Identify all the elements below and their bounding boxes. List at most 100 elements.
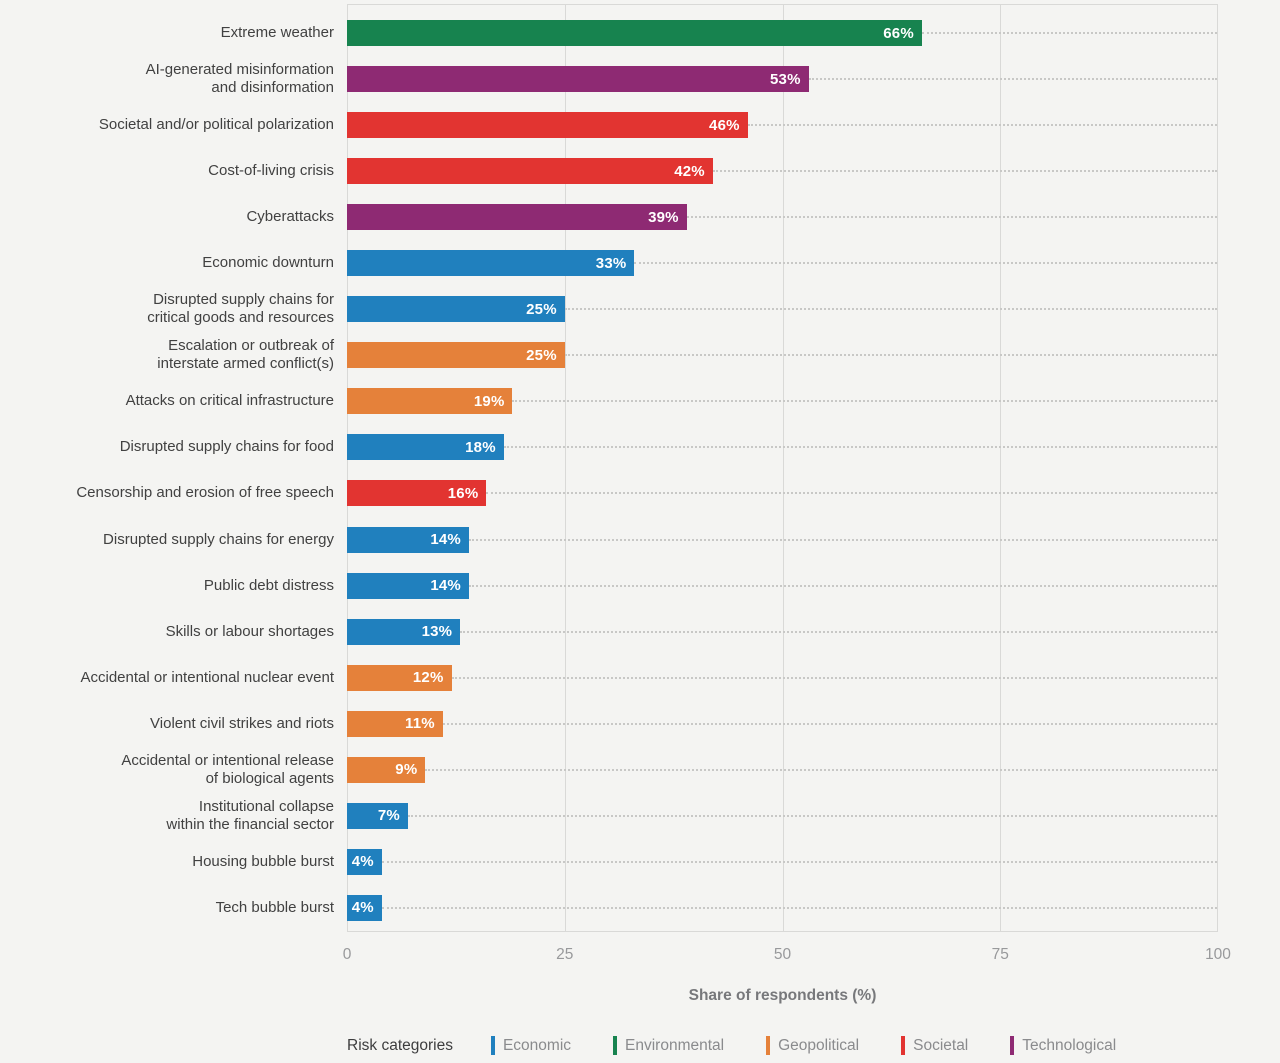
leader-line xyxy=(407,814,1217,817)
leader-line xyxy=(564,308,1217,311)
bar-label: Societal and/or political polarization xyxy=(98,116,334,134)
bar-track: 14% xyxy=(347,563,1218,609)
leader-line xyxy=(712,170,1217,173)
bar-economic: 33% xyxy=(347,250,635,277)
bar-row: Skills or labour shortages 13% xyxy=(0,609,1218,655)
bar-track: 18% xyxy=(347,424,1218,470)
legend-color-marker xyxy=(1010,1036,1015,1055)
bar-row: Accidental or intentional nuclear event … xyxy=(0,655,1218,701)
bar-track: 46% xyxy=(347,102,1218,148)
bar-label: Skills or labour shortages xyxy=(165,622,334,640)
bar-track: 19% xyxy=(347,378,1218,424)
bar-label: Cyberattacks xyxy=(246,208,334,226)
bar-track: 12% xyxy=(347,655,1218,701)
bar-geopolitical: 11% xyxy=(347,710,443,737)
bar-economic: 18% xyxy=(347,434,504,461)
bar-value-label: 7% xyxy=(377,807,400,825)
bar-value-label: 66% xyxy=(883,24,914,42)
bar-value-label: 42% xyxy=(674,162,705,180)
bar-label: Institutional collapse within the financ… xyxy=(166,797,334,833)
bar-track: 14% xyxy=(347,517,1218,563)
legend-color-marker xyxy=(901,1036,906,1055)
gridline-75 xyxy=(999,5,1001,931)
bar-label: Accidental or intentional nuclear event xyxy=(80,668,335,686)
bar-row: Violent civil strikes and riots 11% xyxy=(0,701,1218,747)
x-axis-tick: 75 xyxy=(991,946,1009,963)
bar-label: Disrupted supply chains for critical goo… xyxy=(147,291,334,327)
bar-track: 7% xyxy=(347,793,1218,839)
leader-line xyxy=(808,78,1217,81)
legend: Risk categories Economic Environmental G… xyxy=(347,1036,1158,1055)
bar-value-label: 19% xyxy=(473,392,505,410)
bar-track: 39% xyxy=(347,194,1218,240)
bar-label: Disrupted supply chains for food xyxy=(119,438,334,456)
leader-line xyxy=(921,32,1217,35)
bar-label: Cost-of-living crisis xyxy=(208,162,334,180)
bar-track: 11% xyxy=(347,701,1218,747)
bar-row: Cyberattacks 39% xyxy=(0,194,1218,240)
bar-value-label: 46% xyxy=(709,116,740,134)
bar-value-label: 4% xyxy=(351,853,374,871)
x-axis-title: Share of respondents (%) xyxy=(688,987,877,1004)
bar-row: Societal and/or political polarization 4… xyxy=(0,102,1218,148)
bar-track: 66% xyxy=(347,10,1218,56)
bar-value-label: 9% xyxy=(395,761,418,779)
bar-value-label: 4% xyxy=(351,899,374,917)
bar-track: 42% xyxy=(347,148,1218,194)
legend-color-marker xyxy=(490,1036,495,1055)
bar-value-label: 14% xyxy=(430,577,461,595)
bar-value-label: 33% xyxy=(595,254,627,272)
bar-track: 9% xyxy=(347,747,1218,793)
bar-row: Disrupted supply chains for critical goo… xyxy=(0,286,1218,332)
leader-line xyxy=(381,860,1217,863)
bar-label: Censorship and erosion of free speech xyxy=(76,484,334,502)
bar-label: Violent civil strikes and riots xyxy=(150,714,334,732)
bar-value-label: 16% xyxy=(447,484,479,502)
bar-value-label: 39% xyxy=(648,208,679,226)
bar-geopolitical: 19% xyxy=(347,388,513,415)
bar-label: Public debt distress xyxy=(203,576,334,594)
x-axis-ticks: 0 25 50 75 100 xyxy=(343,946,1231,966)
bar-economic: 4% xyxy=(347,894,382,921)
leader-line xyxy=(460,630,1217,633)
legend-item-label: Economic xyxy=(502,1036,572,1054)
legend-item: Economic xyxy=(490,1036,572,1055)
legend-item: Geopolitical xyxy=(766,1036,859,1055)
legend-color-marker xyxy=(613,1036,618,1055)
legend-color-marker xyxy=(766,1036,771,1055)
legend-item-label: Technological xyxy=(1022,1036,1117,1054)
bar-geopolitical: 12% xyxy=(347,664,452,691)
bar-row: Economic downturn 33% xyxy=(0,240,1218,286)
bar-value-label: 14% xyxy=(430,531,461,549)
bar-label: Tech bubble burst xyxy=(215,898,334,916)
leader-line xyxy=(451,676,1217,679)
leader-line xyxy=(747,124,1217,127)
leader-line xyxy=(686,216,1217,219)
bar-track: 13% xyxy=(347,609,1218,655)
bar-track: 53% xyxy=(347,56,1218,102)
bar-economic: 14% xyxy=(347,526,469,553)
bar-row: Tech bubble burst 4% xyxy=(0,885,1218,931)
bar-technological: 53% xyxy=(347,66,809,93)
bar-track: 33% xyxy=(347,240,1218,286)
bar-track: 4% xyxy=(347,885,1218,931)
bar-label: Extreme weather xyxy=(220,24,334,42)
legend-item: Societal xyxy=(901,1036,968,1055)
bar-economic: 14% xyxy=(347,572,469,599)
bar-economic: 7% xyxy=(347,802,408,829)
leader-line xyxy=(564,354,1217,357)
bar-label: Attacks on critical infrastructure xyxy=(125,392,334,410)
bar-value-label: 25% xyxy=(526,300,557,318)
legend-item: Environmental xyxy=(613,1036,724,1055)
bar-value-label: 18% xyxy=(465,438,496,456)
leader-line xyxy=(425,768,1217,771)
bar-row: Censorship and erosion of free speech 16… xyxy=(0,470,1218,516)
bar-label: Escalation or outbreak of interstate arm… xyxy=(157,337,334,373)
bar-label: Housing bubble burst xyxy=(192,852,334,870)
bar-geopolitical: 25% xyxy=(347,342,565,369)
bar-row: Housing bubble burst 4% xyxy=(0,839,1218,885)
legend-item-label: Geopolitical xyxy=(778,1036,860,1054)
bar-row: Cost-of-living crisis 42% xyxy=(0,148,1218,194)
x-axis-tick: 100 xyxy=(1205,946,1231,963)
